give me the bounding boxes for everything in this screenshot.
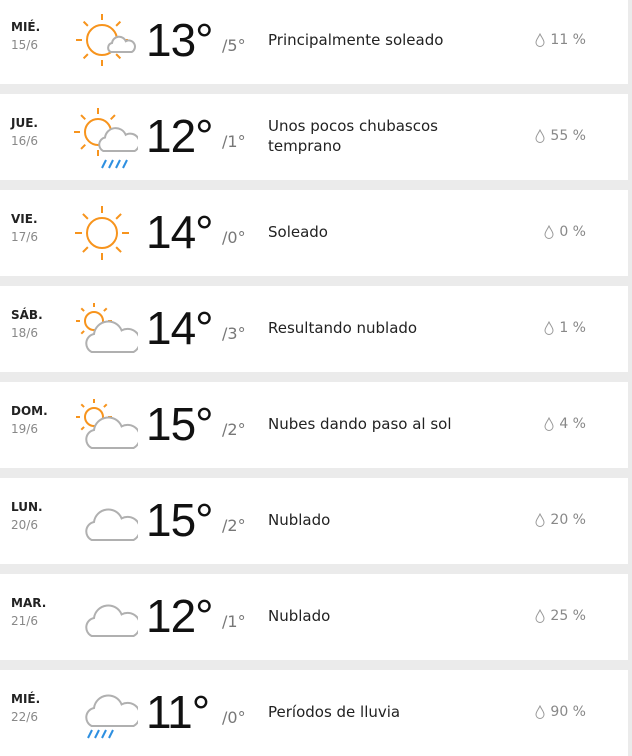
forecast-row[interactable]: SÁB. 18/6 14° /3° Resultando nublado 1 % bbox=[0, 286, 628, 372]
precip-value: 1 % bbox=[559, 320, 586, 336]
date-label: 17/6 bbox=[11, 230, 38, 244]
low-temp: /0° bbox=[222, 708, 246, 727]
high-temp: 12° bbox=[146, 590, 214, 642]
low-temp: /1° bbox=[222, 612, 246, 631]
precip-value: 11 % bbox=[550, 32, 586, 48]
precip-value: 4 % bbox=[559, 416, 586, 432]
drop-icon bbox=[544, 321, 554, 335]
precip-value: 55 % bbox=[550, 128, 586, 144]
day-label: MIÉ. bbox=[11, 692, 41, 706]
date-label: 20/6 bbox=[11, 518, 38, 532]
date-label: 22/6 bbox=[11, 710, 38, 724]
precip-chance: 0 % bbox=[544, 223, 586, 241]
forecast-row[interactable]: MIÉ. 15/6 13° /5° Principalmente soleado… bbox=[0, 0, 628, 84]
condition-text: Resultando nublado bbox=[268, 319, 418, 337]
condition-text: Nublado bbox=[268, 607, 331, 625]
drop-icon bbox=[535, 33, 545, 47]
high-temp: 13° bbox=[146, 14, 214, 66]
sun-cloud-rain-icon bbox=[74, 108, 138, 169]
precip-value: 25 % bbox=[550, 608, 586, 624]
day-label: JUE. bbox=[11, 116, 38, 130]
drop-icon bbox=[535, 129, 545, 143]
precip-chance: 20 % bbox=[535, 511, 586, 529]
day-label: MIÉ. bbox=[11, 20, 41, 34]
day-label: MAR. bbox=[11, 596, 47, 610]
precip-chance: 11 % bbox=[535, 31, 586, 49]
precip-value: 90 % bbox=[550, 704, 586, 720]
drop-icon bbox=[535, 609, 545, 623]
condition-text: Nubes dando paso al sol bbox=[268, 415, 452, 433]
forecast-row[interactable]: DOM. 19/6 15° /2° Nubes dando paso al so… bbox=[0, 382, 628, 468]
high-temp: 11° bbox=[146, 686, 210, 738]
forecast-row[interactable]: MAR. 21/6 12° /1° Nublado 25 % bbox=[0, 574, 628, 660]
date-label: 19/6 bbox=[11, 422, 38, 436]
high-temp: 12° bbox=[146, 110, 214, 162]
low-temp: /0° bbox=[222, 228, 246, 247]
condition-text: Soleado bbox=[268, 223, 328, 241]
low-temp: /2° bbox=[222, 516, 246, 535]
drop-icon bbox=[544, 225, 554, 239]
low-temp: /1° bbox=[222, 132, 246, 151]
precip-value: 0 % bbox=[559, 224, 586, 240]
cloud-icon bbox=[85, 604, 138, 638]
forecast-row[interactable]: JUE. 16/6 12° /1° Unos pocos chubascos t… bbox=[0, 94, 628, 180]
day-label: SÁB. bbox=[11, 308, 43, 322]
drop-icon bbox=[544, 417, 554, 431]
condition-text: Principalmente soleado bbox=[268, 31, 444, 49]
day-label: LUN. bbox=[11, 500, 43, 514]
forecast-row[interactable]: LUN. 20/6 15° /2° Nublado 20 % bbox=[0, 478, 628, 564]
cloud-sun-icon bbox=[76, 303, 138, 354]
precip-chance: 55 % bbox=[535, 127, 586, 145]
precip-value: 20 % bbox=[550, 512, 586, 528]
high-temp: 15° bbox=[146, 494, 214, 546]
low-temp: /2° bbox=[222, 420, 246, 439]
cloud-sun-icon bbox=[76, 399, 138, 450]
precip-chance: 4 % bbox=[544, 415, 586, 433]
drop-icon bbox=[535, 513, 545, 527]
drop-icon bbox=[535, 705, 545, 719]
condition-text: Nublado bbox=[268, 511, 331, 529]
date-label: 15/6 bbox=[11, 38, 38, 52]
rain-cloud-icon bbox=[85, 694, 138, 739]
condition-text: Unos pocos chubascos temprano bbox=[268, 117, 438, 155]
precip-chance: 1 % bbox=[544, 319, 586, 337]
cloud-icon bbox=[85, 508, 138, 542]
date-label: 16/6 bbox=[11, 134, 38, 148]
high-temp: 15° bbox=[146, 398, 214, 450]
condition-text: Períodos de lluvia bbox=[268, 703, 401, 721]
forecast-row[interactable]: VIE. 17/6 14° /0° Soleado 0 % bbox=[0, 190, 628, 276]
day-label: DOM. bbox=[11, 404, 48, 418]
sun-small-cloud-icon bbox=[76, 14, 136, 66]
sun-icon bbox=[75, 206, 129, 260]
low-temp: /5° bbox=[222, 36, 246, 55]
forecast-row[interactable]: MIÉ. 22/6 11° /0° Períodos de lluvia 90 … bbox=[0, 670, 628, 756]
precip-chance: 25 % bbox=[535, 607, 586, 625]
precip-chance: 90 % bbox=[535, 703, 586, 721]
high-temp: 14° bbox=[146, 302, 214, 354]
high-temp: 14° bbox=[146, 206, 214, 258]
date-label: 18/6 bbox=[11, 326, 38, 340]
date-label: 21/6 bbox=[11, 614, 38, 628]
low-temp: /3° bbox=[222, 324, 246, 343]
day-label: VIE. bbox=[11, 212, 38, 226]
